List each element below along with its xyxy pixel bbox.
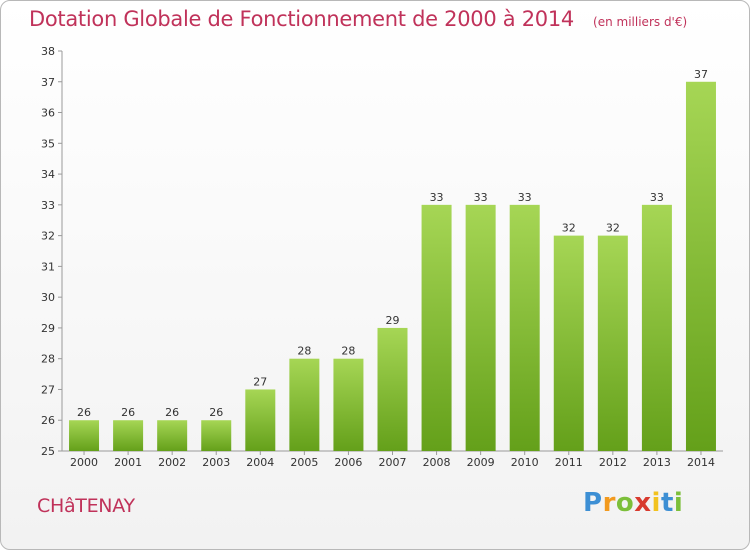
logo-letter: i bbox=[673, 488, 684, 518]
x-tick-label: 2009 bbox=[467, 456, 495, 469]
x-tick-label: 2006 bbox=[334, 456, 362, 469]
bar bbox=[685, 81, 716, 452]
bar bbox=[201, 420, 232, 451]
bar-value-label: 27 bbox=[253, 375, 267, 388]
x-tick-label: 2000 bbox=[70, 456, 98, 469]
bar-value-label: 33 bbox=[474, 191, 488, 204]
bar bbox=[245, 389, 276, 451]
y-tick-label: 29 bbox=[41, 322, 55, 335]
x-tick-label: 2001 bbox=[114, 456, 142, 469]
bar-value-label: 28 bbox=[297, 345, 311, 358]
commune-name: CHâTENAY bbox=[37, 495, 135, 517]
y-tick-label: 37 bbox=[41, 76, 55, 89]
bar-value-label: 33 bbox=[430, 191, 444, 204]
logo-letter: o bbox=[615, 488, 635, 518]
logo-letter: x bbox=[634, 488, 652, 518]
bar-value-label: 29 bbox=[386, 314, 400, 327]
bar bbox=[641, 204, 672, 451]
x-tick-label: 2007 bbox=[379, 456, 407, 469]
y-tick-label: 31 bbox=[41, 260, 55, 273]
bar bbox=[465, 204, 496, 451]
x-tick-label: 2012 bbox=[599, 456, 627, 469]
x-tick-label: 2013 bbox=[643, 456, 671, 469]
bar-value-label: 33 bbox=[518, 191, 532, 204]
y-tick-label: 32 bbox=[41, 230, 55, 243]
y-tick-label: 34 bbox=[41, 168, 55, 181]
x-tick-label: 2005 bbox=[290, 456, 318, 469]
x-tick-label: 2011 bbox=[555, 456, 583, 469]
logo-letter: t bbox=[660, 488, 674, 518]
bar-value-label: 28 bbox=[341, 345, 355, 358]
x-tick-label: 2010 bbox=[511, 456, 539, 469]
x-tick-label: 2003 bbox=[202, 456, 230, 469]
y-tick-label: 30 bbox=[41, 291, 55, 304]
y-tick-label: 33 bbox=[41, 199, 55, 212]
chart-unit-label: (en milliers d'€) bbox=[593, 15, 688, 29]
y-tick-label: 36 bbox=[41, 107, 55, 120]
x-tick-label: 2014 bbox=[687, 456, 715, 469]
bar bbox=[421, 204, 452, 451]
bar bbox=[157, 420, 188, 451]
bar-value-label: 26 bbox=[121, 406, 135, 419]
bar bbox=[333, 358, 364, 451]
x-tick-label: 2004 bbox=[246, 456, 274, 469]
chart-title-row: Dotation Globale de Fonctionnement de 20… bbox=[29, 7, 687, 31]
bar-value-label: 26 bbox=[77, 406, 91, 419]
bar bbox=[69, 420, 100, 451]
y-tick-label: 25 bbox=[41, 445, 55, 458]
y-tick-label: 27 bbox=[41, 383, 55, 396]
bar bbox=[289, 358, 320, 451]
bar-value-label: 26 bbox=[165, 406, 179, 419]
bar-value-label: 37 bbox=[694, 68, 708, 81]
y-tick-label: 38 bbox=[41, 45, 55, 58]
bar-value-label: 32 bbox=[606, 222, 620, 235]
bar bbox=[553, 235, 584, 451]
logo-letter: r bbox=[602, 488, 616, 518]
bar bbox=[113, 420, 144, 451]
x-tick-label: 2002 bbox=[158, 456, 186, 469]
bar bbox=[509, 204, 540, 451]
proxiti-logo: Proxiti bbox=[583, 488, 683, 518]
y-tick-label: 35 bbox=[41, 137, 55, 150]
bar bbox=[377, 327, 408, 451]
bar bbox=[597, 235, 628, 451]
y-tick-label: 26 bbox=[41, 414, 55, 427]
bar-value-label: 32 bbox=[562, 222, 576, 235]
x-tick-label: 2008 bbox=[423, 456, 451, 469]
logo-letter: i bbox=[651, 488, 661, 518]
bar-value-label: 26 bbox=[209, 406, 223, 419]
bar-value-label: 33 bbox=[650, 191, 664, 204]
y-tick-label: 28 bbox=[41, 353, 55, 366]
chart-title: Dotation Globale de Fonctionnement de 20… bbox=[29, 7, 574, 31]
logo-letter: P bbox=[583, 488, 603, 518]
